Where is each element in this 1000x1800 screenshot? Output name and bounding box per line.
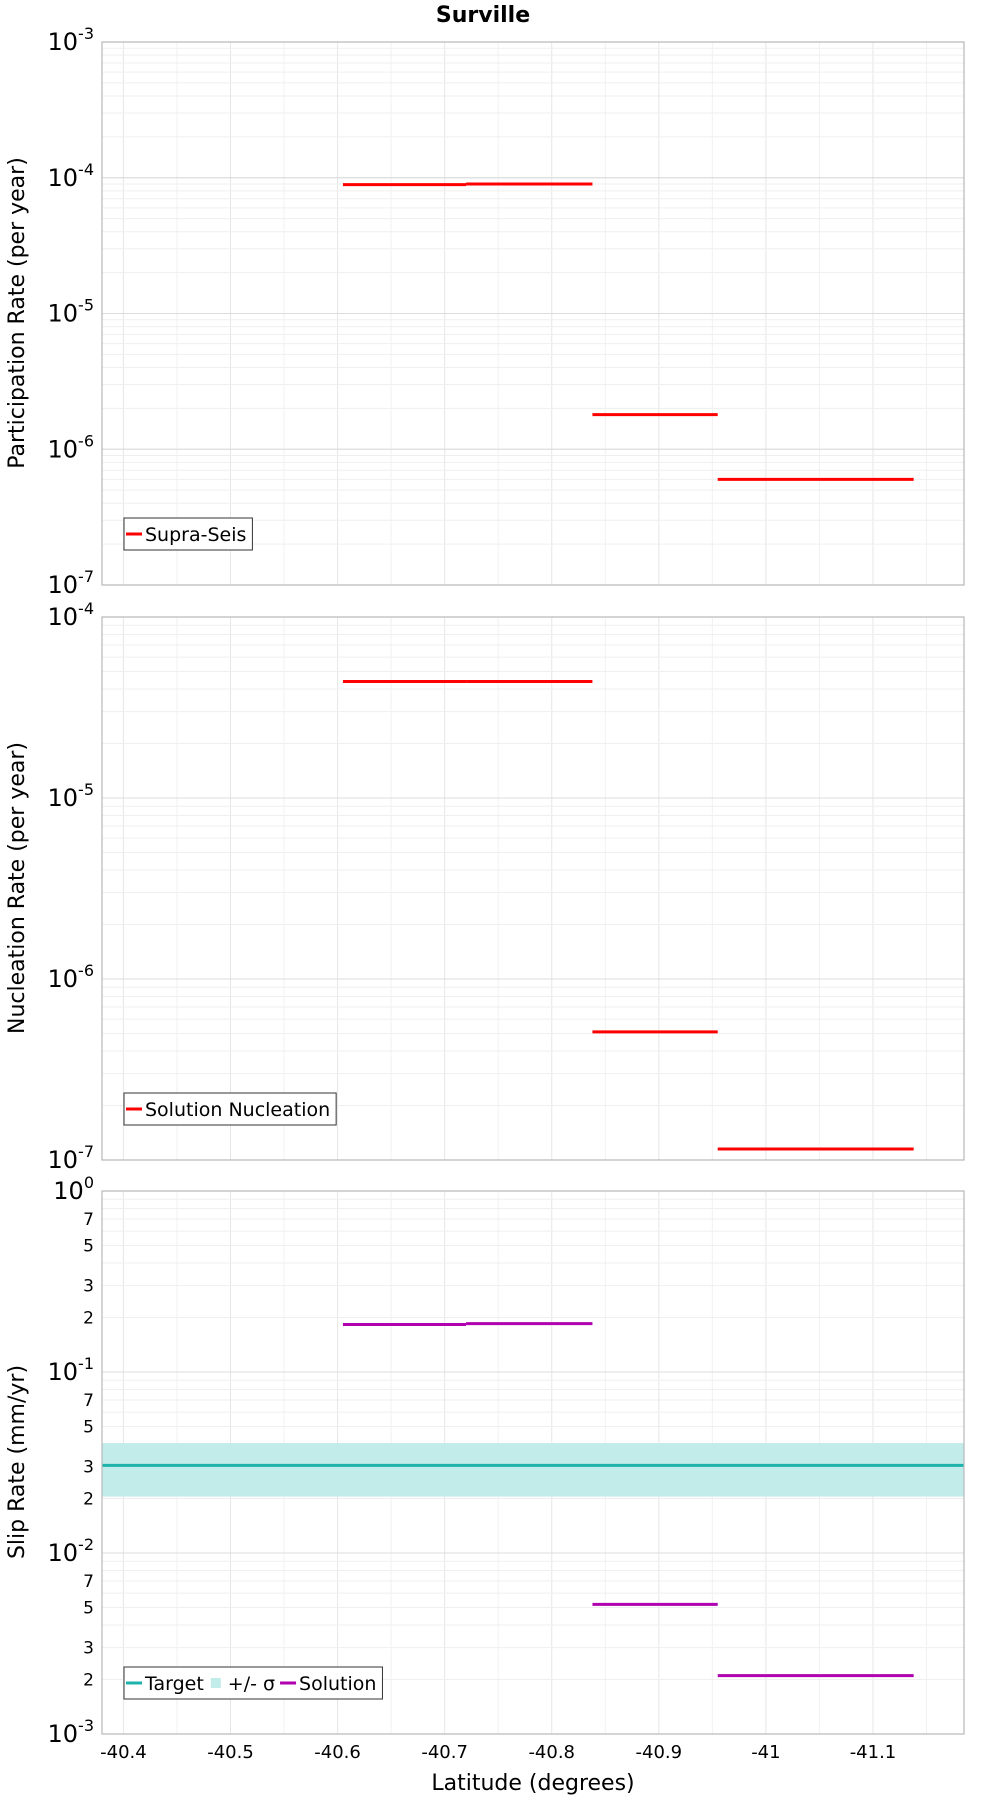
y-tick-label: 10-3 [48, 1716, 95, 1748]
legend-label: Target [144, 1673, 204, 1695]
y-tick-label: 10-6 [48, 961, 95, 993]
y-tick-label: 10-7 [48, 1142, 95, 1174]
legend-label: Solution Nucleation [145, 1099, 330, 1121]
nucleation-y-axis-title: Nucleation Rate (per year) [5, 742, 30, 1034]
participation-legend: Supra-Seis [123, 517, 253, 551]
participation-y-ticks: 10-3 10-4 10-5 10-6 10-7 [48, 24, 95, 599]
legend-label: +/- σ [228, 1673, 275, 1695]
participation-y-axis-title: Participation Rate (per year) [5, 157, 30, 469]
y-tick-label: 7 [83, 1572, 94, 1592]
y-tick-label: 10-7 [48, 567, 95, 599]
sigma-band [102, 1443, 964, 1497]
x-tick-label: -41.1 [850, 1742, 897, 1763]
participation-series [342, 182, 914, 481]
slip-rate-y-ticks: 100 7 5 3 2 10-1 7 5 3 2 10-2 7 5 3 2 10-3 [48, 1173, 95, 1748]
y-tick-label: 10-3 [48, 24, 95, 56]
legend-box [123, 1666, 383, 1700]
y-tick-label: 10-4 [48, 599, 95, 631]
y-tick-label: 10-5 [48, 296, 95, 328]
legend-label: Solution [299, 1673, 376, 1695]
y-tick-label: 3 [83, 1639, 94, 1659]
legend-box [123, 1092, 337, 1126]
slip-rate-legend: Target +/- σ Solution [123, 1666, 383, 1700]
slip-rate-series [102, 1322, 964, 1678]
x-tick-label: -41 [751, 1742, 780, 1763]
y-tick-label: 100 [53, 1173, 94, 1205]
nucleation-rate-panel: 10-4 10-5 10-6 10-7 Nucleation Rate (per ye… [5, 599, 965, 1174]
y-tick-label: 5 [83, 1598, 94, 1618]
x-tick-label: -40.7 [421, 1742, 468, 1763]
nucleation-y-ticks: 10-4 10-5 10-6 10-7 [48, 599, 95, 1174]
y-tick-label: 2 [83, 1671, 94, 1691]
x-tick-label: -40.8 [528, 1742, 575, 1763]
nucleation-series [342, 680, 914, 1151]
legend-swatch [210, 1678, 221, 1688]
nucleation-plot-area [102, 617, 964, 1160]
y-tick-label: 10-5 [48, 780, 95, 812]
x-tick-label: -40.4 [100, 1742, 147, 1763]
slip-rate-panel: 100 7 5 3 2 10-1 7 5 3 2 10-2 7 5 3 2 10-3 Slip Rate (m… [5, 1173, 965, 1796]
chart-title: Surville [436, 3, 530, 28]
participation-plot-frame [101, 41, 965, 586]
legend-label: Supra-Seis [145, 524, 246, 546]
legend-box [123, 517, 253, 551]
y-tick-label: 5 [83, 1417, 94, 1437]
y-tick-label: 7 [83, 1391, 94, 1411]
y-tick-label: 10-1 [48, 1354, 95, 1386]
y-tick-label: 7 [83, 1210, 94, 1230]
nucleation-legend: Solution Nucleation [123, 1092, 337, 1126]
y-tick-label: 2 [83, 1309, 94, 1329]
participation-grid [102, 41, 964, 586]
y-tick-label: 10-4 [48, 160, 95, 192]
x-tick-label: -40.9 [636, 1742, 683, 1763]
y-tick-label: 10-2 [48, 1535, 95, 1567]
y-tick-label: 2 [83, 1490, 94, 1510]
x-axis-title: Latitude (degrees) [431, 1771, 634, 1796]
slip-rate-plot-frame [101, 1190, 965, 1735]
y-tick-label: 3 [83, 1458, 94, 1478]
x-axis-ticks: -40.4 -40.5 -40.6 -40.7 -40.8 -40.9 -41 -41.1 [100, 1742, 896, 1763]
x-tick-label: -40.6 [314, 1742, 361, 1763]
y-tick-label: 5 [83, 1236, 94, 1256]
y-tick-label: 10-6 [48, 431, 95, 463]
participation-rate-panel: 10-3 10-4 10-5 10-6 10-7 Participation Rate … [5, 24, 965, 599]
x-tick-label: -40.5 [207, 1742, 254, 1763]
y-tick-label: 3 [83, 1277, 94, 1297]
nucleation-plot-frame [101, 616, 965, 1161]
slip-rate-y-axis-title: Slip Rate (mm/yr) [5, 1365, 30, 1559]
